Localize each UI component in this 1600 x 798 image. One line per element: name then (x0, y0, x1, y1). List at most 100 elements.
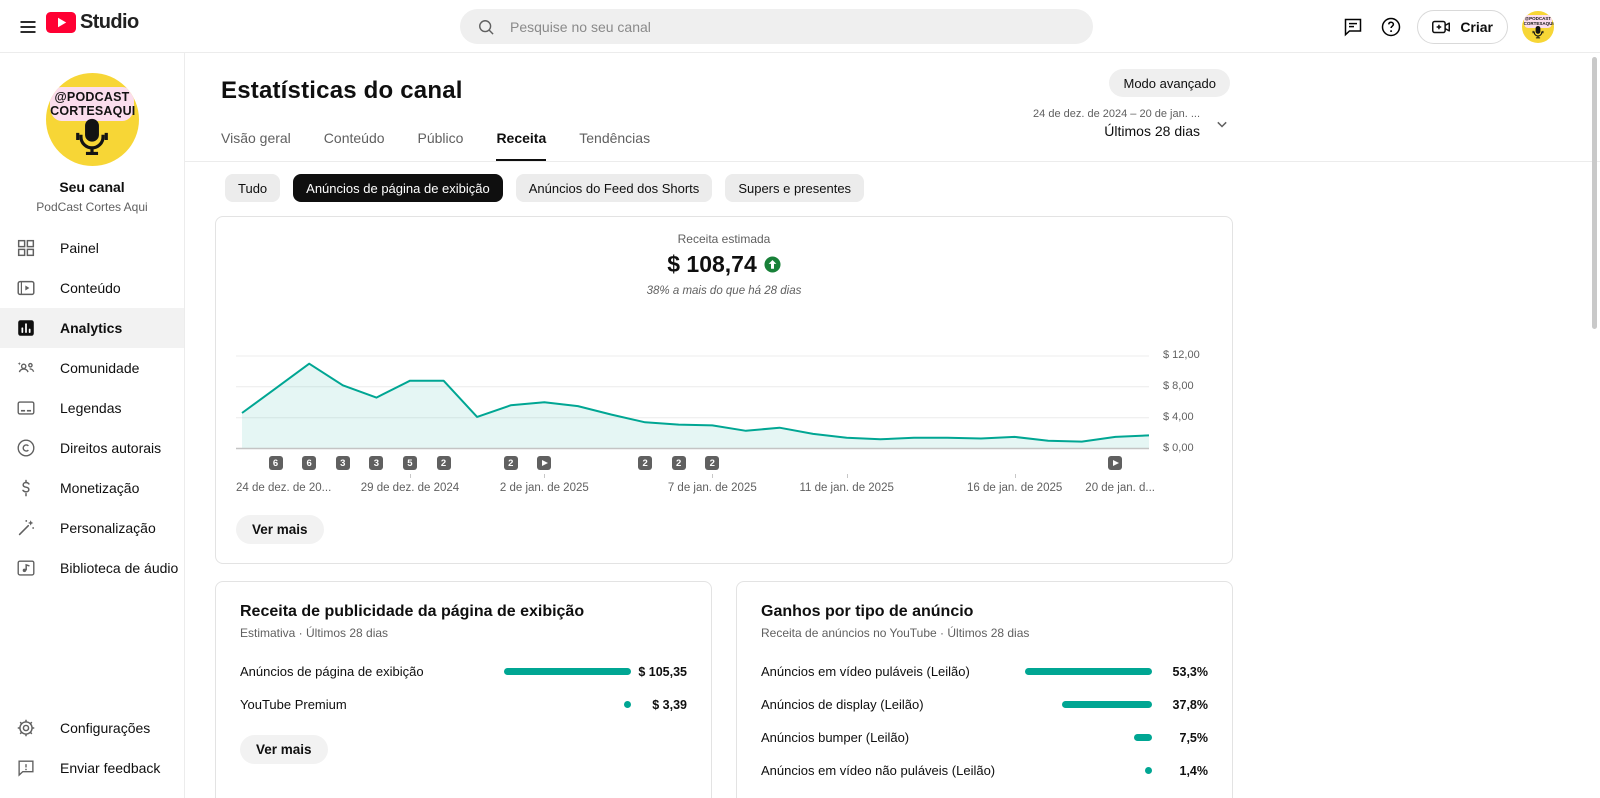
filter-chips: Tudo Anúncios de página de exibição Anúnci… (225, 174, 1600, 202)
bar-zone (1017, 767, 1152, 774)
chip-anuncios-de-pagina-de-exibicao[interactable]: Anúncios de página de exibição (293, 174, 503, 202)
date-range-text: 24 de dez. de 2024 – 20 de jan. ... (1033, 108, 1200, 120)
sidebar-item-configuracoes[interactable]: Configurações (0, 708, 184, 748)
earnings-by-ad-type-card: Ganhos por tipo de anúncio Receita de an… (736, 581, 1233, 798)
x-axis-date-label: 7 de jan. de 2025 (668, 482, 757, 494)
advanced-mode-button[interactable]: Modo avançado (1109, 69, 1230, 97)
bar-label: YouTube Premium (240, 697, 347, 712)
videos-published-badge[interactable]: 3 (369, 456, 383, 470)
videos-published-badge[interactable]: 5 (403, 456, 417, 470)
header-divider (185, 161, 1600, 162)
sidebar-item-biblioteca-de-audio[interactable]: Biblioteca de áudio (0, 548, 184, 588)
delta-note: 38% a mais do que há 28 dias (236, 285, 1212, 297)
tab-conteudo[interactable]: Conteúdo (324, 130, 385, 162)
videos-published-badge[interactable]: 2 (437, 456, 451, 470)
youtube-studio-logo[interactable]: Studio (46, 11, 139, 34)
bar-zone (1017, 734, 1152, 741)
sidebar-nav: Painel Conteúdo Analytics Comunidade Legenda… (0, 228, 184, 588)
sidebar-item-label: Comunidade (60, 360, 139, 376)
y-axis-tick-label: $ 12,00 (1163, 349, 1200, 361)
help-icon[interactable] (1379, 15, 1403, 39)
video-published-marker[interactable] (537, 456, 551, 470)
sidebar-item-enviar-feedback[interactable]: Enviar feedback (0, 748, 184, 788)
sidebar-item-direitos-autorais[interactable]: Direitos autorais (0, 428, 184, 468)
sidebar-item-conteudo[interactable]: Conteúdo (0, 268, 184, 308)
display-ad-revenue-card: Receita de publicidade da página de exib… (215, 581, 712, 798)
bar-value: 1,4% (1152, 764, 1208, 778)
sidebar-item-label: Legendas (60, 400, 122, 416)
search-box[interactable] (460, 9, 1093, 44)
chip-supers-e-presentes[interactable]: Supers e presentes (725, 174, 864, 202)
videos-published-badge[interactable]: 6 (302, 456, 316, 470)
sidebar-item-legendas[interactable]: Legendas (0, 388, 184, 428)
bar-zone (496, 701, 631, 708)
sidebar-item-personalizacao[interactable]: Personalização (0, 508, 184, 548)
sidebar-item-monetizacao[interactable]: Monetização (0, 468, 184, 508)
y-axis-tick-label: $ 4,00 (1163, 411, 1194, 423)
sidebar-item-label: Conteúdo (60, 280, 121, 296)
value-bar (1025, 668, 1152, 675)
bar-row: Anúncios de display (Leilão)37,8% (761, 688, 1208, 721)
hamburger-menu-icon[interactable] (8, 7, 48, 47)
tab-tendencias[interactable]: Tendências (579, 130, 650, 162)
x-axis-tick (847, 474, 848, 478)
chip-anuncios-do-feed-dos-shorts[interactable]: Anúncios do Feed dos Shorts (516, 174, 713, 202)
see-more-button[interactable]: Ver mais (240, 735, 328, 764)
x-axis-date-label: 20 de jan. d... (1085, 482, 1155, 494)
video-plus-icon (1430, 16, 1452, 38)
sidebar-item-comunidade[interactable]: Comunidade (0, 348, 184, 388)
microphone-icon (1531, 25, 1546, 41)
copyright-icon (15, 437, 37, 459)
y-axis-tick-label: $ 0,00 (1163, 442, 1194, 454)
analytics-icon (15, 317, 37, 339)
revenue-line-chart[interactable] (236, 341, 1149, 453)
community-icon (15, 357, 37, 379)
tab-publico[interactable]: Público (418, 130, 464, 162)
sidebar-item-painel[interactable]: Painel (0, 228, 184, 268)
channel-title: Seu canal (0, 179, 184, 195)
page-title: Estatísticas do canal (221, 77, 1232, 105)
video-published-marker[interactable] (1108, 456, 1122, 470)
date-range-picker[interactable]: 24 de dez. de 2024 – 20 de jan. ... Últi… (1033, 108, 1232, 139)
videos-published-badge[interactable]: 2 (672, 456, 686, 470)
tab-receita[interactable]: Receita (496, 130, 546, 162)
topbar: Studio Criar @PODCASTCORTESAQUI (0, 0, 1600, 53)
analytics-header: Estatísticas do canal Modo avançado 24 d… (185, 53, 1600, 162)
account-avatar[interactable]: @PODCASTCORTESAQUI (1522, 11, 1554, 43)
bar-zone (1017, 701, 1152, 708)
x-axis-tick (544, 474, 545, 478)
search-input[interactable] (508, 18, 1077, 36)
sidebar-item-label: Direitos autorais (60, 440, 161, 456)
dashboard-icon (15, 237, 37, 259)
x-axis-dates: 24 de dez. de 20...29 de dez. de 20242 d… (236, 474, 1149, 498)
bar-label: Anúncios em vídeo não puláveis (Leilão) (761, 763, 995, 778)
tab-visao-geral[interactable]: Visão geral (221, 130, 291, 162)
channel-avatar[interactable]: @PODCASTCORTESAQUI (46, 73, 139, 166)
videos-published-badge[interactable]: 2 (504, 456, 518, 470)
sidebar-item-label: Enviar feedback (60, 760, 160, 776)
value-bar (1062, 701, 1152, 708)
content-icon (15, 277, 37, 299)
bar-row: Anúncios bumper (Leilão)7,5% (761, 721, 1208, 754)
x-axis-date-label: 16 de jan. de 2025 (967, 482, 1062, 494)
videos-published-badge[interactable]: 2 (705, 456, 719, 470)
sidebar: @PODCASTCORTESAQUI Seu canal PodCast Cor… (0, 53, 185, 798)
chip-tudo[interactable]: Tudo (225, 174, 280, 202)
bar-zone (496, 668, 631, 675)
bar-label: Anúncios bumper (Leilão) (761, 730, 909, 745)
see-more-button[interactable]: Ver mais (236, 515, 324, 544)
sidebar-item-analytics[interactable]: Analytics (0, 308, 184, 348)
card-subtitle: Receita de anúncios no YouTube · Últimos… (761, 626, 1208, 640)
videos-published-badge[interactable]: 6 (269, 456, 283, 470)
scrollbar[interactable] (1592, 57, 1597, 329)
trend-up-icon (764, 256, 781, 273)
y-axis-tick-label: $ 8,00 (1163, 380, 1194, 392)
bar-value: $ 3,39 (631, 698, 687, 712)
monetization-icon (15, 477, 37, 499)
videos-published-badge[interactable]: 2 (638, 456, 652, 470)
videos-published-badge[interactable]: 3 (336, 456, 350, 470)
create-button[interactable]: Criar (1417, 10, 1508, 44)
bar-value: $ 105,35 (631, 665, 687, 679)
feedback-icon (15, 757, 37, 779)
feedback-bubble-icon[interactable] (1341, 15, 1365, 39)
